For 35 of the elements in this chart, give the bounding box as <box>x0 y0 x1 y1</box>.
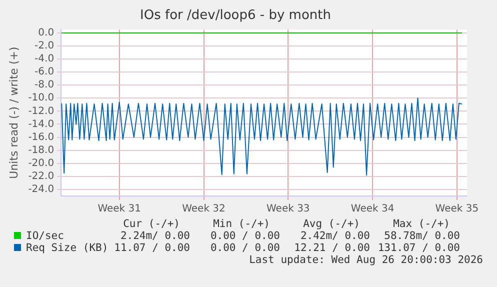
text: 11.07 / 0.00 <box>114 242 190 254</box>
y-tick-label: -12.0 <box>28 106 54 117</box>
x-tick-label: Week 31 <box>98 204 142 215</box>
y-tick-label: 0.0 <box>38 27 54 38</box>
y-tick-label: -6.0 <box>34 66 54 78</box>
x-tick-label: Week 34 <box>350 204 394 215</box>
text: 58.78m/ 0.00 <box>384 230 460 242</box>
y-axis-title: Units read (-) / write (+) <box>7 46 20 179</box>
text: Last update: Wed Aug 26 20:00:03 2026 <box>248 254 484 266</box>
y-tick-label: -24.0 <box>28 184 54 196</box>
y-tick-label: -18.0 <box>28 144 54 156</box>
text: Max (-/+) <box>393 218 450 230</box>
y-tick-label: -16.0 <box>28 132 54 143</box>
text: Avg (-/+) <box>303 218 360 230</box>
text: 0.00 / 0.00 <box>210 242 280 254</box>
y-tick-label: -2.0 <box>34 40 54 52</box>
y-tick-label: -8.0 <box>34 80 54 91</box>
legend-label: Req Size (KB) <box>26 242 108 254</box>
chart-title: IOs for /dev/loop6 - by month <box>140 8 331 24</box>
text: Cur (-/+) <box>123 218 180 230</box>
y-tick-label: -22.0 <box>28 171 54 182</box>
y-tick-label: -10.0 <box>28 92 54 104</box>
y-tick-label: -4.0 <box>34 54 54 65</box>
text: 131.07 / 0.00 <box>378 242 460 254</box>
x-tick-label: Week 33 <box>266 204 310 215</box>
text: 2.42m/ 0.00 <box>300 230 370 242</box>
text: Min (-/+) <box>213 218 270 230</box>
x-tick-label: Week 35 <box>435 204 479 215</box>
y-tick-label: -20.0 <box>28 158 54 169</box>
legend-label: IO/sec <box>26 230 64 242</box>
y-tick-label: -14.0 <box>28 118 54 130</box>
text: 12.21 / 0.00 <box>294 242 370 254</box>
text: 2.24m/ 0.00 <box>120 230 190 242</box>
text: 0.00 / 0.00 <box>210 230 280 242</box>
x-tick-label: Week 32 <box>182 204 226 215</box>
